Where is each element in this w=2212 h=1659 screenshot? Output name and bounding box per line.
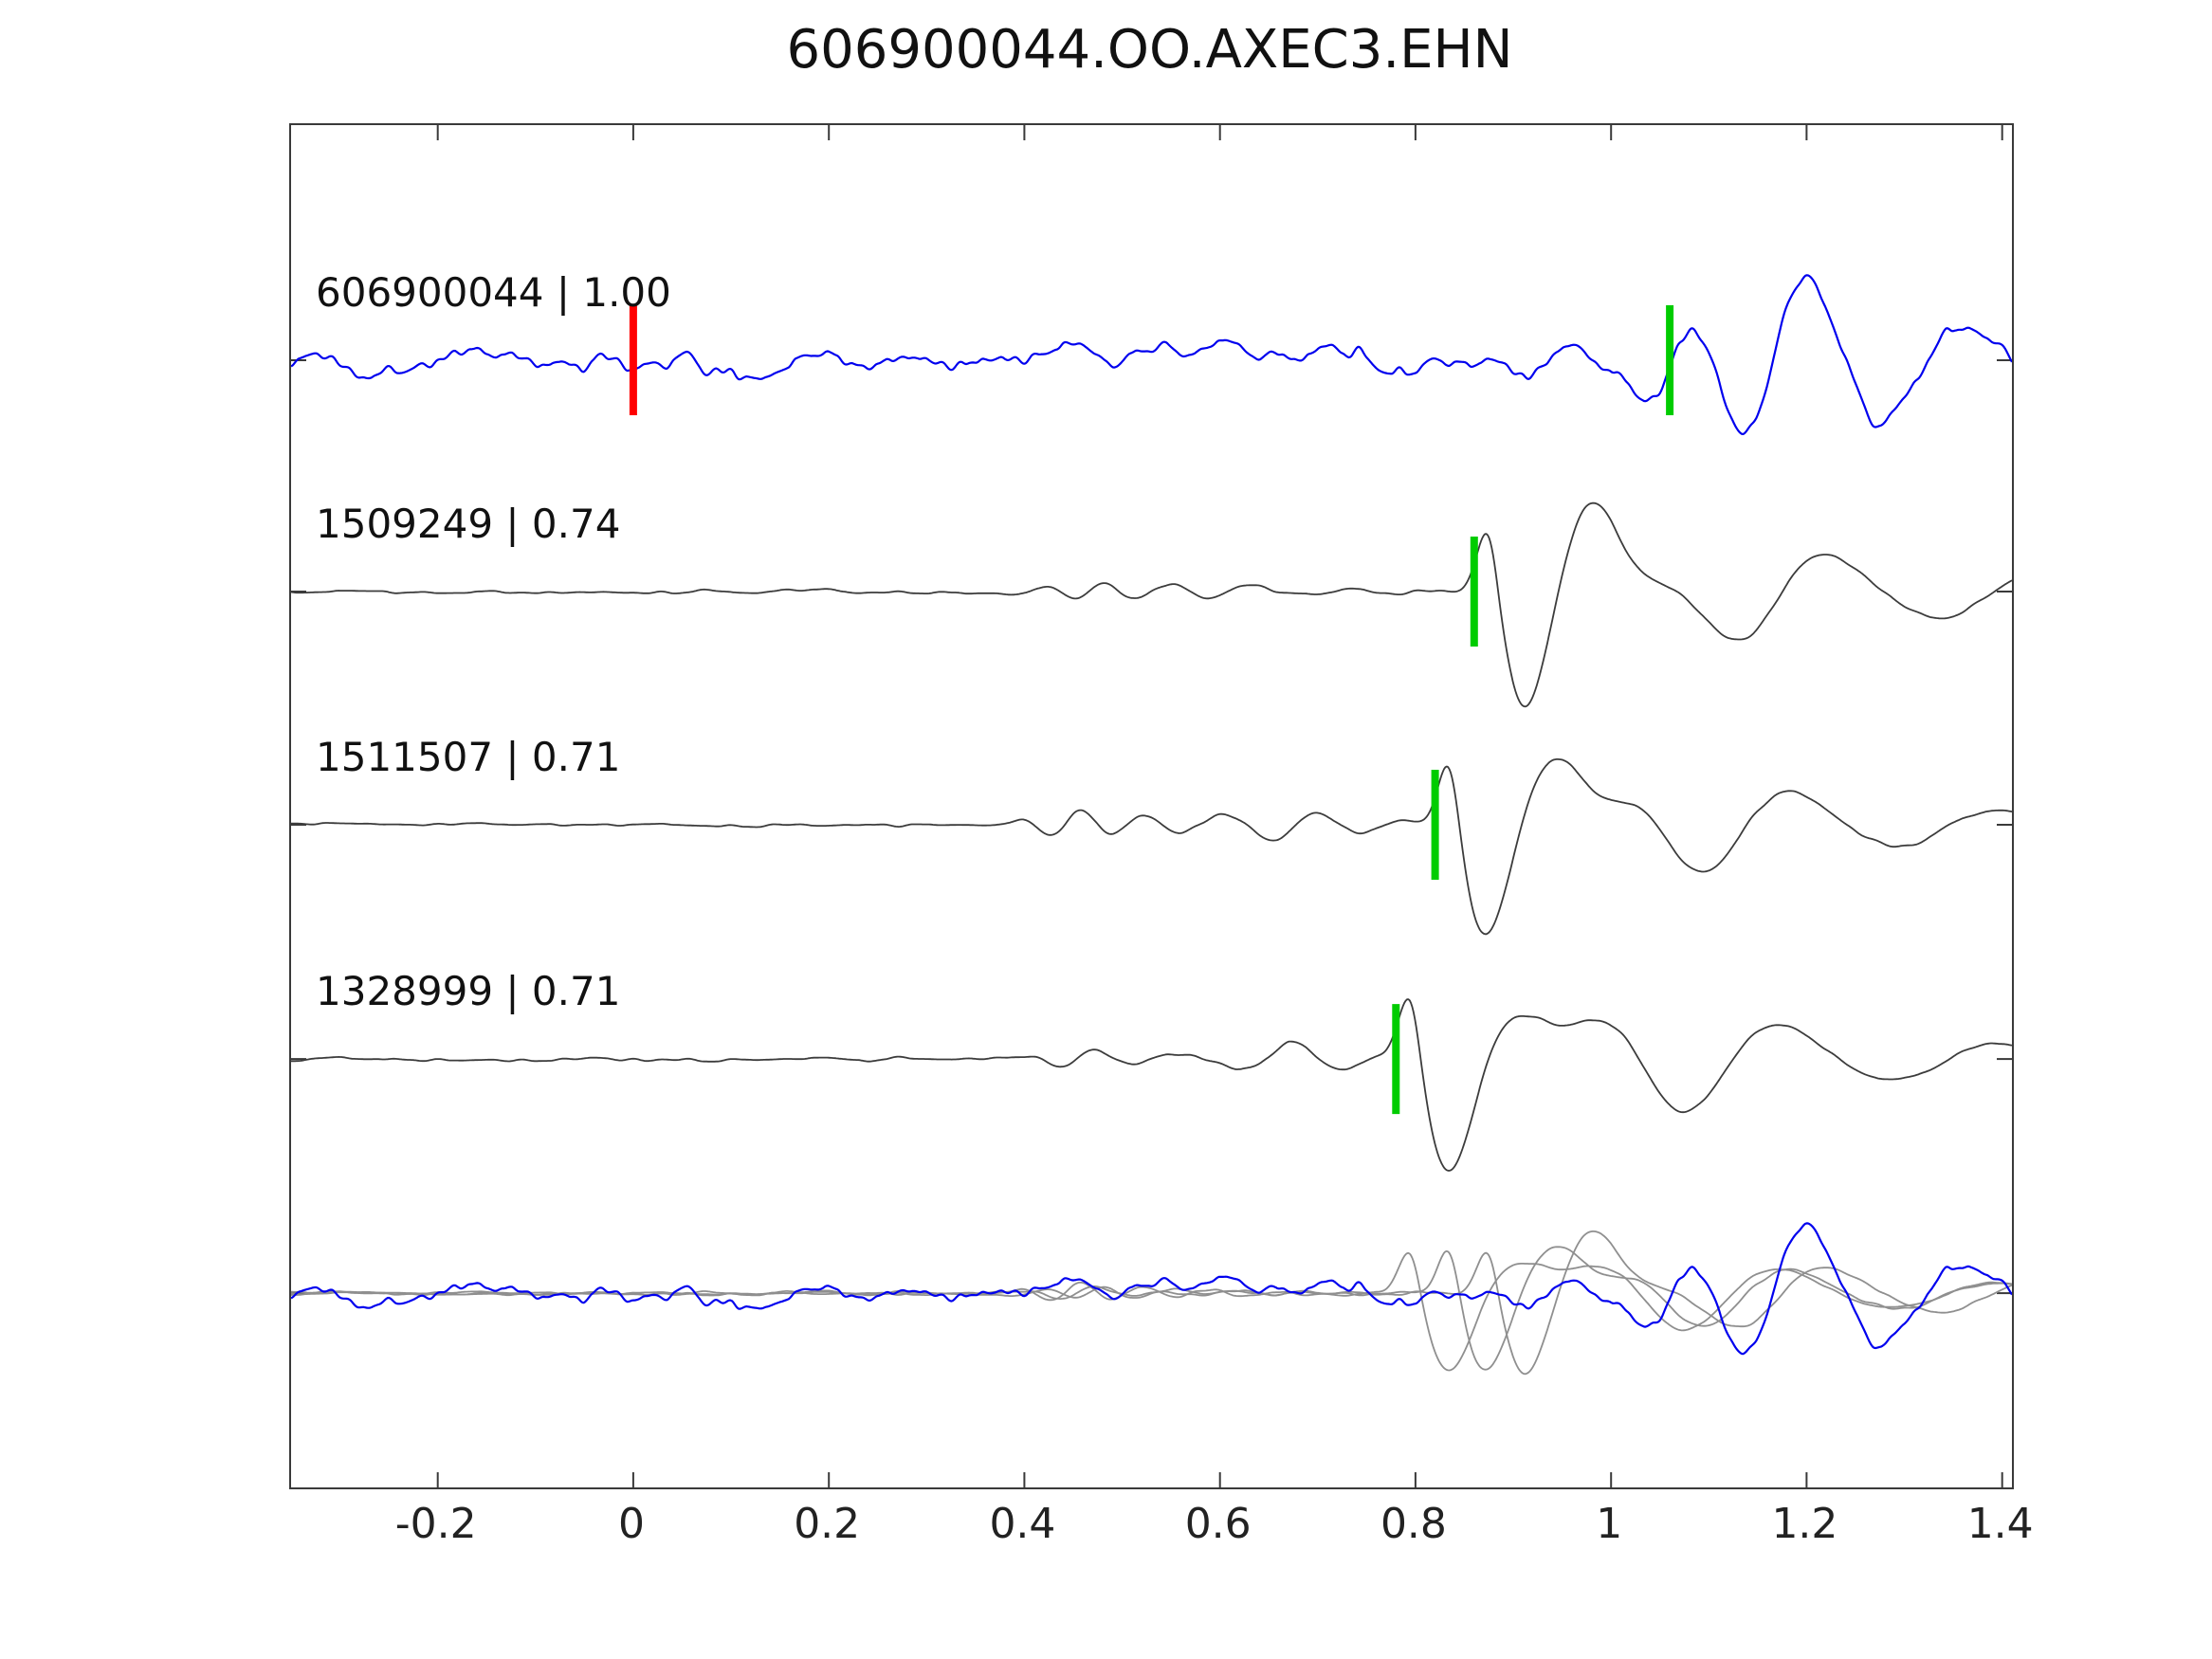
trace-path-2 [291, 758, 2012, 936]
trace-label: 606900044 | 1.00 [316, 269, 671, 317]
x-tick-label: 1.4 [1966, 1500, 2034, 1548]
x-tick-label: 0.8 [1380, 1500, 1447, 1548]
trace-path-0 [291, 274, 2012, 435]
chart-title: 606900044.OO.AXEC3.EHN [786, 19, 1513, 81]
x-tick-label: -0.2 [394, 1500, 477, 1548]
x-axis: -0.2 0 0.2 0.4 0.6 0.8 1 1.2 1.4 [289, 1500, 2034, 1557]
trace-path-7 [291, 1222, 2012, 1356]
trace-path-5 [291, 1246, 2012, 1371]
x-tick-label: 0.6 [1184, 1500, 1252, 1548]
x-tick-label: 1.2 [1771, 1500, 1838, 1548]
trace-path-3 [291, 998, 2012, 1172]
trace-path-6 [291, 1251, 2012, 1372]
x-tick-label: 1 [1596, 1500, 1623, 1548]
trace-label: 1511507 | 0.71 [316, 734, 621, 781]
plot-area: 606900044 | 1.00 1509249 | 0.74 1511507 … [289, 123, 2014, 1489]
trace-label: 1328999 | 0.71 [316, 968, 621, 1015]
trace-label: 1509249 | 0.74 [316, 501, 621, 548]
x-tick-label: 0.2 [794, 1500, 861, 1548]
trace-path-1 [291, 501, 2012, 708]
waveform-plot [291, 125, 2012, 1487]
trace-path-4 [291, 1231, 2012, 1376]
x-tick-label: 0 [617, 1500, 645, 1548]
x-tick-label: 0.4 [989, 1500, 1056, 1548]
